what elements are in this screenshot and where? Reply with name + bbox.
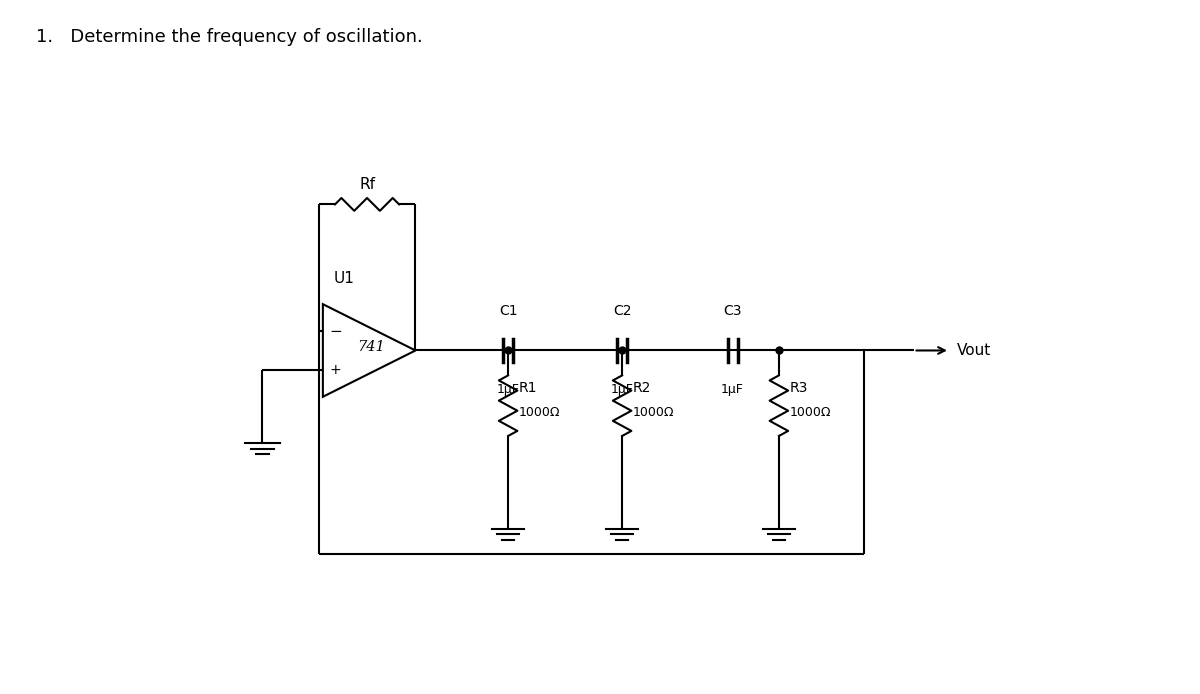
Text: 1.   Determine the frequency of oscillation.: 1. Determine the frequency of oscillatio… — [36, 28, 422, 46]
Text: Rf: Rf — [359, 176, 376, 192]
Text: +: + — [330, 363, 342, 377]
Text: 741: 741 — [356, 340, 384, 354]
Text: U1: U1 — [334, 271, 355, 287]
Text: C2: C2 — [613, 305, 631, 319]
Text: C1: C1 — [499, 305, 517, 319]
Text: R2: R2 — [632, 381, 652, 395]
Text: 1μF: 1μF — [721, 382, 744, 396]
Text: 1000Ω: 1000Ω — [790, 406, 832, 419]
Text: 1000Ω: 1000Ω — [632, 406, 674, 419]
Text: R3: R3 — [790, 381, 808, 395]
Text: C3: C3 — [724, 305, 742, 319]
Text: 1μF: 1μF — [497, 382, 520, 396]
Text: R1: R1 — [518, 381, 538, 395]
Text: Vout: Vout — [958, 343, 991, 358]
Text: 1μF: 1μF — [611, 382, 634, 396]
Text: −: − — [329, 323, 342, 339]
Text: 1000Ω: 1000Ω — [518, 406, 560, 419]
